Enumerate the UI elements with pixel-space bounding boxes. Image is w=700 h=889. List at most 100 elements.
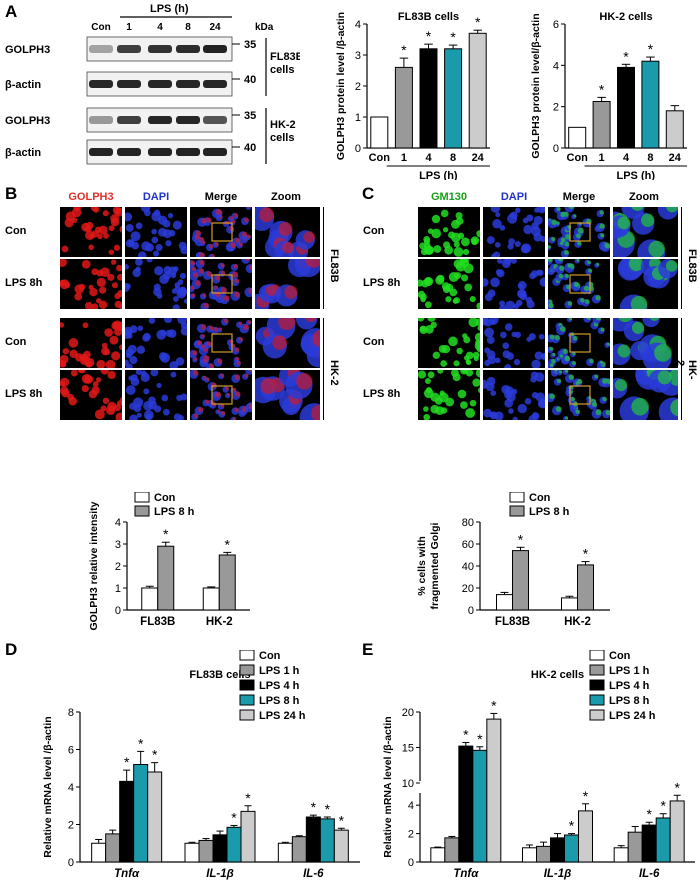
stain-spot — [248, 403, 252, 410]
stain-spot — [201, 217, 207, 224]
nucleus — [172, 304, 180, 309]
blot-band — [117, 80, 141, 88]
stain-spot — [114, 327, 122, 336]
stain-spot — [217, 358, 223, 364]
stain-spot — [99, 300, 108, 309]
stain-spot — [570, 332, 575, 337]
nucleus — [498, 305, 507, 309]
nucleus — [217, 403, 225, 410]
nucleus — [538, 333, 545, 340]
stain-spot — [472, 351, 480, 359]
stain-spot — [585, 299, 590, 304]
stain-spot — [576, 259, 580, 262]
stain-spot — [646, 370, 664, 381]
stain-spot — [89, 287, 98, 297]
nucleus — [205, 243, 214, 252]
stain-spot — [309, 334, 320, 348]
stain-spot — [302, 259, 314, 263]
stain-spot — [475, 318, 480, 327]
nucleus — [564, 263, 572, 271]
stain-spot — [465, 370, 474, 377]
stain-spot — [420, 296, 426, 303]
stain-spot — [570, 332, 574, 337]
nucleus — [507, 243, 514, 250]
stain-spot — [220, 286, 227, 293]
nucleus — [553, 221, 560, 228]
stain-spot — [589, 358, 594, 364]
nucleus — [191, 234, 200, 243]
nucleus — [591, 374, 599, 381]
nucleus — [637, 239, 665, 257]
nucleus — [125, 352, 132, 359]
nucleus — [565, 374, 574, 383]
x-tick-label: 24 — [472, 152, 485, 164]
nucleus — [137, 325, 143, 332]
stain-spot — [465, 359, 471, 365]
stain-spot — [231, 343, 236, 348]
blot-band — [203, 116, 227, 124]
y-tick-label: 20 — [402, 707, 414, 719]
stain-spot — [427, 318, 436, 322]
nucleus — [484, 319, 492, 327]
nucleus — [130, 231, 141, 242]
stain-spot — [565, 234, 571, 240]
bar — [133, 764, 149, 863]
stain-spot — [606, 342, 610, 346]
blot-band — [203, 148, 227, 156]
nucleus — [245, 207, 252, 210]
nucleus — [140, 207, 151, 213]
stain-spot — [60, 377, 70, 387]
stain-spot — [586, 218, 592, 225]
stain-spot — [90, 207, 99, 212]
stain-spot — [114, 293, 121, 300]
nucleus — [199, 334, 205, 340]
stain-spot — [617, 230, 635, 248]
nucleus — [300, 333, 320, 355]
stain-spot — [229, 226, 235, 231]
nucleus — [597, 360, 604, 366]
nucleus — [295, 318, 318, 330]
stain-spot — [234, 213, 239, 218]
nucleus — [556, 370, 563, 376]
stain-spot — [203, 302, 209, 309]
nucleus — [258, 284, 277, 302]
y-axis-label: % cells with — [416, 536, 428, 596]
nucleus — [647, 266, 670, 289]
nucleus — [198, 345, 209, 356]
nucleus — [268, 229, 289, 250]
nucleus — [658, 259, 678, 279]
nucleus — [285, 371, 313, 400]
stain-spot — [476, 344, 480, 353]
stain-spot — [548, 218, 553, 223]
nucleus — [539, 236, 545, 243]
nucleus — [228, 343, 236, 351]
nucleus — [564, 300, 573, 309]
stain-spot — [296, 373, 313, 390]
nucleus — [657, 207, 678, 220]
stain-spot — [84, 357, 95, 368]
x-tick-label: Tnfα — [453, 868, 479, 880]
stain-spot — [419, 242, 426, 250]
stain-spot — [452, 298, 458, 304]
nucleus — [231, 390, 241, 400]
nucleus — [502, 342, 510, 350]
nucleus — [486, 376, 496, 386]
cell-line-label: HK-2 — [674, 360, 698, 380]
stain-spot — [96, 377, 102, 383]
stain-spot — [81, 373, 92, 384]
stain-spot — [570, 396, 575, 402]
bar — [564, 834, 579, 863]
stain-spot — [567, 263, 572, 268]
stain-spot — [194, 357, 198, 361]
x-tick-label: IL-1β — [206, 868, 234, 880]
nucleus — [215, 214, 223, 222]
nucleus — [562, 284, 571, 293]
stain-spot — [61, 245, 69, 253]
micrograph-header: Zoom — [271, 191, 301, 203]
nucleus — [586, 395, 592, 402]
nucleus — [227, 216, 234, 222]
nucleus — [209, 401, 217, 409]
micrograph-merge — [190, 207, 252, 257]
nucleus — [198, 344, 205, 351]
